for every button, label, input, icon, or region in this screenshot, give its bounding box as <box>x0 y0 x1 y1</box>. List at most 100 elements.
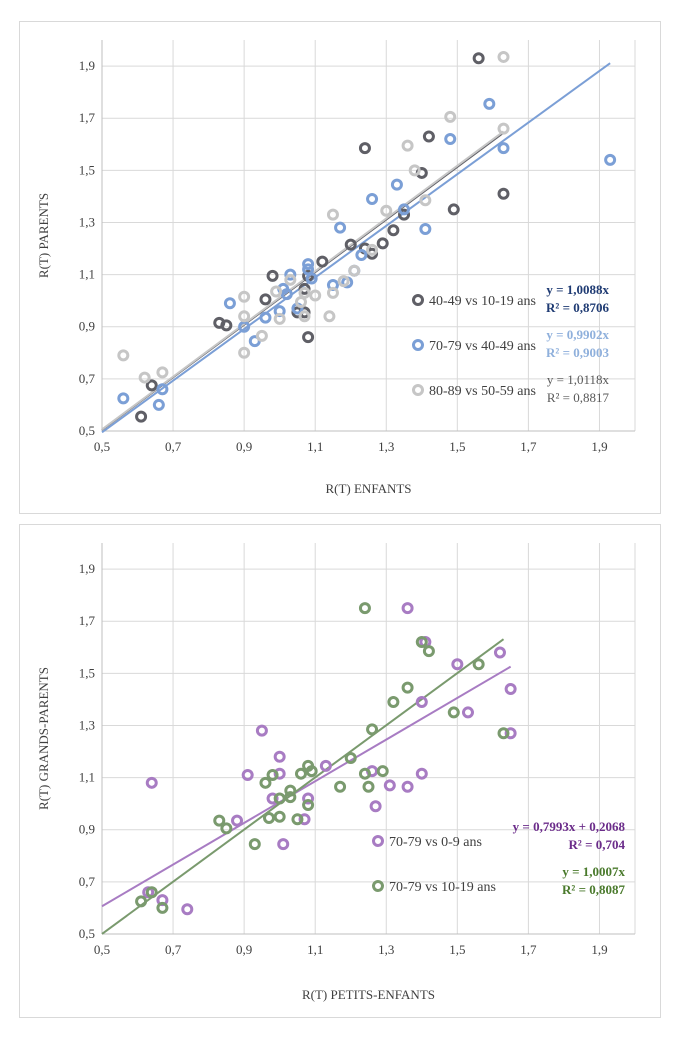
data-point <box>255 724 268 737</box>
x-tick-label: 0,7 <box>165 942 182 957</box>
y-tick-label: 1,1 <box>79 267 95 282</box>
data-point <box>422 645 435 658</box>
data-point <box>444 110 457 123</box>
data-point <box>401 780 414 793</box>
x-tick-label: 1,3 <box>378 439 394 454</box>
data-point <box>504 682 517 695</box>
regression-equation: y = 0,7993x + 0,2068 <box>513 819 626 834</box>
data-point <box>376 765 389 778</box>
data-point <box>415 767 428 780</box>
regression-r-squared: R² = 0,8706 <box>546 300 609 315</box>
x-tick-label: 0,7 <box>165 439 182 454</box>
scatter-chart-grandparents: 0,5 0,7 0,9 1,1 1,3 1,5 1,7 1,9 0,5 0,7 0,9 1,1 1,3 1… <box>36 543 636 1002</box>
data-point <box>238 290 251 303</box>
data-point <box>302 792 315 805</box>
data-point <box>366 723 379 736</box>
data-point <box>213 814 226 827</box>
data-point <box>284 784 297 797</box>
x-tick-label: 1,3 <box>378 942 394 957</box>
data-point <box>266 768 279 781</box>
data-point <box>117 349 130 362</box>
data-point <box>238 310 251 323</box>
data-point <box>419 194 432 207</box>
data-point <box>316 255 329 268</box>
data-point <box>248 838 261 851</box>
data-point <box>305 272 318 285</box>
legend-marker <box>412 339 424 351</box>
x-tick-label: 0,9 <box>236 439 252 454</box>
y-tick-label: 0,5 <box>79 926 95 941</box>
data-point <box>291 813 304 826</box>
y-tick-label: 1,3 <box>79 717 95 732</box>
data-point <box>497 727 510 740</box>
regression-equation: y = 1,0088x <box>546 282 609 297</box>
data-point <box>302 798 315 811</box>
data-point <box>451 658 464 671</box>
data-point <box>305 765 318 778</box>
data-point <box>383 779 396 792</box>
regression-r-squared: R² = 0,704 <box>569 837 626 852</box>
x-tick-label: 0,5 <box>94 942 110 957</box>
data-point <box>152 398 165 411</box>
y-tick-label: 1,5 <box>79 162 95 177</box>
data-point <box>135 895 148 908</box>
legend-label: 70-79 vs 10-19 ans <box>389 880 496 895</box>
data-point <box>323 310 336 323</box>
trendline <box>101 638 505 935</box>
data-point <box>156 366 169 379</box>
chart-panel-parents: 0,5 0,7 0,9 1,1 1,3 1,5 1,7 1,9 0,5 0,7 0,9 1,1 1,3 1… <box>19 21 661 514</box>
data-point <box>259 776 272 789</box>
data-point <box>483 97 496 110</box>
legend-marker <box>412 294 424 306</box>
data-point <box>337 275 350 288</box>
y-tick-label: 0,7 <box>79 874 96 889</box>
data-point <box>447 203 460 216</box>
y-tick-label: 0,5 <box>79 423 95 438</box>
data-point <box>497 122 510 135</box>
data-point <box>284 273 297 286</box>
data-point <box>273 312 286 325</box>
data-point <box>422 130 435 143</box>
data-point <box>277 838 290 851</box>
data-point <box>241 768 254 781</box>
data-point <box>266 792 279 805</box>
y-tick-label: 0,7 <box>79 371 96 386</box>
trendline <box>101 62 611 434</box>
data-point <box>380 204 393 217</box>
x-tick-label: 0,9 <box>236 942 252 957</box>
x-tick-label: 1,7 <box>520 439 537 454</box>
data-point <box>255 329 268 342</box>
x-tick-label: 1,5 <box>449 439 465 454</box>
data-point <box>401 139 414 152</box>
data-point <box>358 767 371 780</box>
legend-label: 70-79 vs 0-9 ans <box>389 835 482 850</box>
legend-label: 80-89 vs 50-59 ans <box>429 384 536 399</box>
data-point <box>181 903 194 916</box>
data-point <box>220 319 233 332</box>
y-tick-label: 1,7 <box>79 613 96 628</box>
data-point <box>376 237 389 250</box>
data-point <box>280 288 293 301</box>
data-point <box>419 222 432 235</box>
data-point <box>145 379 158 392</box>
scatter-chart-parents: 0,5 0,7 0,9 1,1 1,3 1,5 1,7 1,9 0,5 0,7 0,9 1,1 1,3 1… <box>36 40 636 496</box>
data-point <box>358 142 371 155</box>
legend-marker <box>412 384 424 396</box>
data-point <box>284 268 297 281</box>
y-tick-label: 1,1 <box>79 770 95 785</box>
data-point <box>348 264 361 277</box>
y-axis-title: R(T) PARENTS <box>36 193 51 278</box>
data-point <box>504 727 517 740</box>
data-point <box>472 658 485 671</box>
data-point <box>401 602 414 615</box>
legend-label: 40-49 vs 10-19 ans <box>429 294 536 309</box>
regression-equation: y = 1,0118x <box>547 372 610 387</box>
x-tick-label: 1,9 <box>591 942 607 957</box>
data-point <box>497 50 510 63</box>
data-point <box>334 780 347 793</box>
data-point <box>319 759 332 772</box>
data-point <box>497 142 510 155</box>
data-point <box>223 297 236 310</box>
data-point <box>366 243 379 256</box>
data-point <box>298 813 311 826</box>
